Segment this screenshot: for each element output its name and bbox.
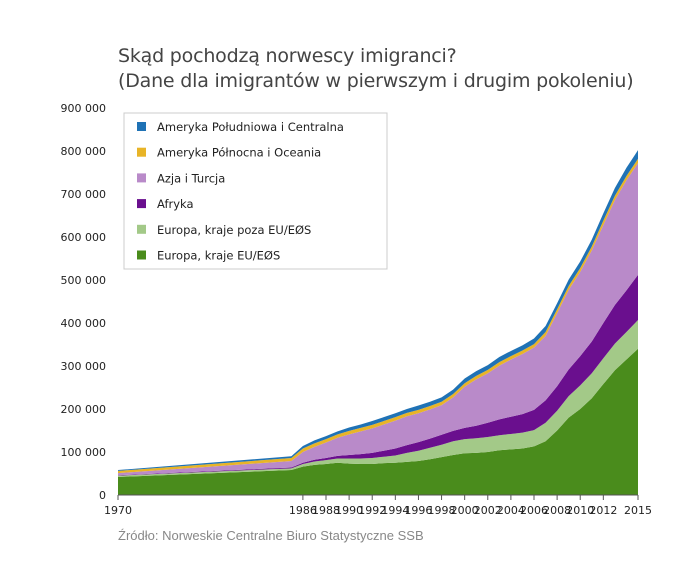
legend-box [123, 112, 388, 270]
x-tick-label: 2000 [451, 504, 479, 517]
legend-swatch [137, 122, 146, 131]
y-tick-label: 0 [99, 489, 106, 502]
legend-label: Ameryka Południowa i Centralna [157, 120, 344, 134]
legend-swatch [137, 250, 146, 260]
legend-label: Europa, kraje EU/EØS [157, 249, 280, 263]
x-tick-label: 1996 [404, 504, 432, 517]
legend-swatch [137, 173, 146, 183]
y-tick-label: 800 000 [61, 145, 107, 158]
legend-label: Azja i Turcja [157, 171, 225, 185]
x-tick-label: 1990 [335, 504, 363, 517]
legend-swatch [137, 199, 146, 209]
legend: Ameryka Południowa i Centralna Ameryka Pó… [123, 112, 388, 270]
y-tick-label: 600 000 [61, 231, 107, 244]
y-tick-label: 700 000 [61, 188, 107, 201]
legend-swatch [137, 147, 146, 157]
y-tick-label: 500 000 [61, 274, 107, 287]
area-series-4 [118, 163, 638, 476]
area-series-3 [118, 274, 638, 476]
x-tick-label: 1986 [289, 504, 317, 517]
x-tick-label: 2004 [497, 504, 525, 517]
legend-label: Europa, kraje poza EU/EØS [157, 223, 311, 237]
x-tick-label: 1988 [312, 504, 340, 517]
chart-title: Skąd pochodzą norwescy imigranci? (Dane … [118, 44, 634, 94]
y-tick-label: 900 000 [61, 102, 107, 115]
chart-title-line: Skąd pochodzą norwescy imigranci? [118, 45, 457, 67]
legend-label: Ameryka Północna i Oceania [157, 146, 321, 160]
area-series-1 [118, 348, 638, 495]
x-tick-label: 1992 [358, 504, 386, 517]
y-tick-label: 200 000 [61, 403, 107, 416]
x-tick-label: 2002 [474, 504, 502, 517]
x-tick-label: 1970 [104, 504, 132, 517]
area-series-2 [118, 319, 638, 477]
source-note: Źródło: Norweskie Centralne Biuro Statys… [118, 528, 424, 543]
x-tick-label: 2015 [624, 504, 652, 517]
x-tick-label: 2008 [543, 504, 571, 517]
legend-label: Afryka [157, 197, 194, 211]
y-tick-label: 300 000 [61, 360, 107, 373]
y-tick-label: 100 000 [61, 446, 107, 459]
x-tick-label: 2010 [566, 504, 594, 517]
chart-subtitle: (Dane dla imigrantów w pierwszym i drugi… [118, 70, 634, 92]
y-tick-label: 400 000 [61, 317, 107, 330]
x-tick-label: 2006 [520, 504, 548, 517]
x-tick-label: 1994 [381, 504, 409, 517]
x-tick-label: 2012 [589, 504, 617, 517]
legend-swatch [137, 224, 146, 234]
x-tick-label: 1998 [428, 504, 456, 517]
